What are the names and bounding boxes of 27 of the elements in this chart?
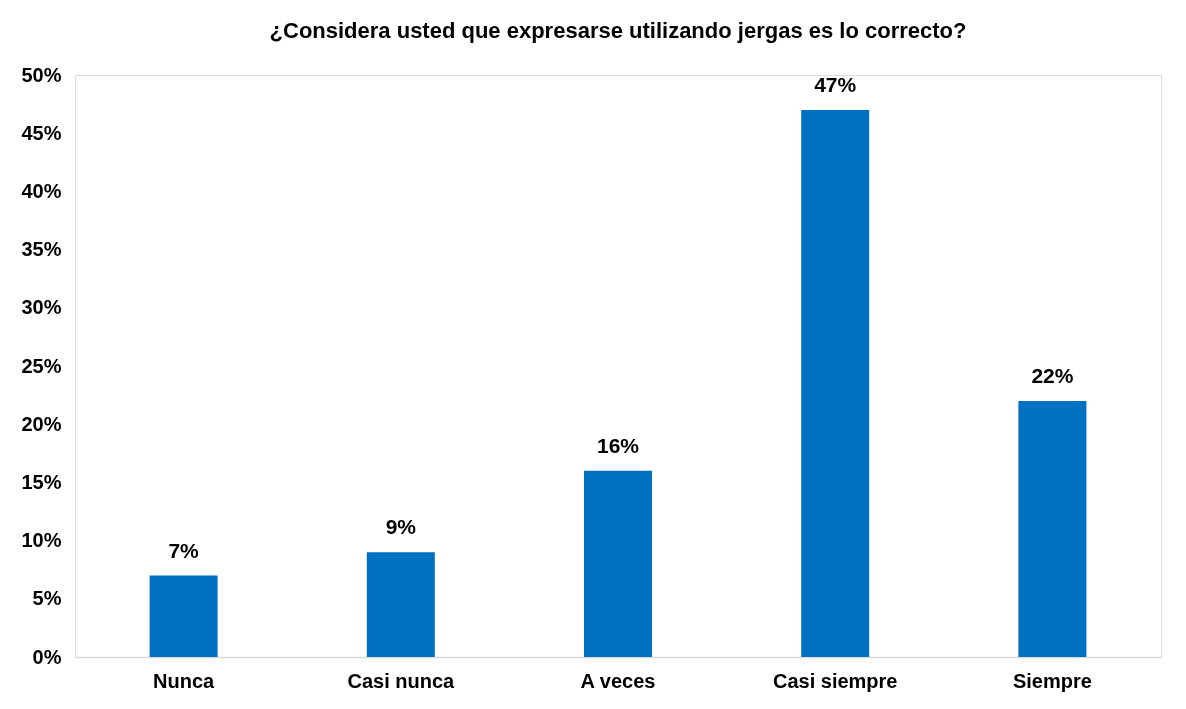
x-tick-label: Nunca [153, 669, 216, 692]
data-label: 7% [168, 538, 200, 562]
bar [1018, 400, 1087, 657]
bar [801, 109, 870, 657]
data-label: 47% [814, 72, 857, 96]
y-tick-label: 30% [21, 296, 62, 319]
data-label: 16% [596, 433, 640, 457]
y-tick-label: 20% [21, 412, 62, 435]
bar [149, 575, 218, 657]
y-tick-label: 40% [21, 179, 62, 202]
y-tick-label: 45% [21, 121, 62, 144]
y-tick-label: 0% [32, 645, 62, 668]
x-tick-label: Casi nunca [347, 669, 456, 692]
x-tick-label: A veces [580, 669, 656, 692]
x-tick-label: Siempre [1012, 669, 1092, 692]
y-tick-label: 25% [21, 354, 62, 377]
y-tick-label: 50% [21, 63, 62, 86]
bar [366, 552, 435, 657]
y-tick-label: 10% [21, 529, 62, 552]
x-tick-label: Casi siempre [772, 669, 898, 692]
chart-title: ¿Considera usted que expresarse utilizando jergas es lo correcto? [269, 18, 967, 43]
y-tick-label: 15% [21, 470, 62, 493]
data-label: 22% [1031, 363, 1074, 387]
bar [584, 470, 652, 657]
y-tick-label: 35% [21, 238, 62, 261]
data-label: 9% [385, 515, 417, 539]
y-tick-label: 5% [32, 587, 62, 610]
